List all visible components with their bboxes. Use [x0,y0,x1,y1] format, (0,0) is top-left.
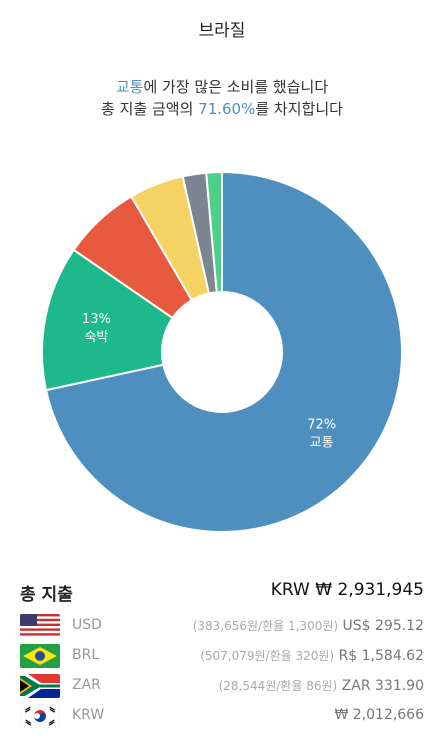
currency-code: BRL [72,647,100,663]
currency-value: (507,079원/환율 320원) R$ 1,584.62 [200,647,424,664]
currency-row-zar: ZAR (28,544원/환율 86원) ZAR 331.90 [20,672,424,700]
slice-percent-label: 72% [307,417,336,432]
page-title: 브라질 [198,21,246,41]
currency-row-krw: KRW ₩ 2,012,666 [20,702,424,730]
summary-line2-suffix: 를 차지합니다 [255,100,343,118]
donut-slice-1[interactable] [41,248,174,392]
currency-conversion-detail: (507,079원/환율 320원) [200,649,335,663]
summary-line-1: 교통에 가장 많은 소비를 했습니다 [0,76,444,98]
korea-flag-icon [20,704,60,728]
currency-conversion-detail: (383,656원/환율 1,300원) [192,619,339,633]
spending-summary: 교통에 가장 많은 소비를 했습니다 총 지출 금액의 71.60%를 차지합니… [0,76,444,120]
summary-line1-suffix: 에 가장 많은 소비를 했습니다 [143,78,329,96]
summary-line2-prefix: 총 지출 금액의 [101,100,199,118]
currency-code: KRW [72,707,105,723]
currency-value: (28,544원/환율 86원) ZAR 331.90 [219,677,424,694]
slice-category-label: 숙박 [84,330,108,345]
currency-code: ZAR [72,677,101,693]
donut-slice-5[interactable] [205,170,223,294]
currency-amount: ₩ 2,012,666 [334,707,424,723]
currency-value: (383,656원/환율 1,300원) US$ 295.12 [193,617,424,634]
currency-amount: US$ 295.12 [342,618,424,634]
currency-row-usd: USD (383,656원/환율 1,300원) US$ 295.12 [20,612,424,640]
donut-slice-0[interactable] [44,170,403,533]
top-category-percent: 71.60% [198,100,256,118]
brazil-flag-icon [20,644,60,668]
us-flag-icon [20,614,60,638]
summary-line-2: 총 지출 금액의 71.60%를 차지합니다 [0,98,444,120]
currency-amount: ZAR 331.90 [341,678,424,694]
slice-category-label: 교통 [310,435,334,450]
spending-donut-chart[interactable]: 72% 교통 13% 숙박 [40,170,404,534]
currency-amount: R$ 1,584.62 [338,648,424,664]
currency-code: USD [72,617,102,633]
total-spending-row: 총 지출 KRW ₩ 2,931,945 [20,580,424,605]
total-spending-label: 총 지출 [20,585,73,605]
currency-row-brl: BRL (507,079원/환율 320원) R$ 1,584.62 [20,642,424,670]
top-category: 교통 [115,78,144,96]
slice-percent-label: 13% [82,312,111,327]
south-africa-flag-icon [20,674,60,698]
donut-svg: 72% 교통 13% 숙박 [41,170,403,533]
total-spending-value: KRW ₩ 2,931,945 [270,580,424,600]
currency-conversion-detail: (28,544원/환율 86원) [218,679,338,693]
currency-value: ₩ 2,012,666 [334,707,424,723]
